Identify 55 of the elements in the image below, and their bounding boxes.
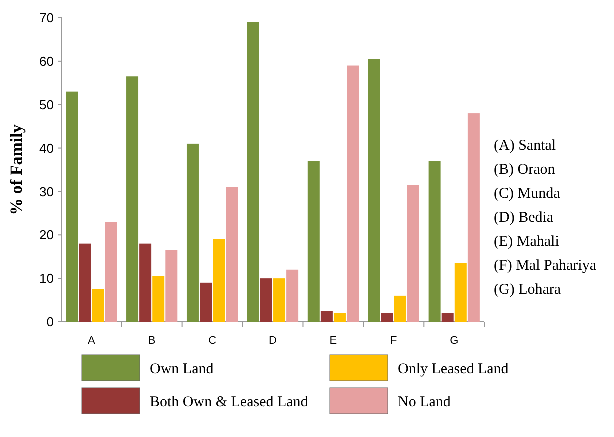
bar <box>347 66 360 322</box>
bar <box>152 276 165 322</box>
bar <box>381 313 394 322</box>
text: (C) Munda <box>494 186 561 202</box>
bar <box>213 239 226 322</box>
legend-label: Own Land <box>150 361 214 378</box>
bar <box>166 250 178 322</box>
legend-label: No Land <box>398 394 452 410</box>
bar <box>407 185 420 322</box>
y-axis-title: % of Family <box>7 124 26 216</box>
bar <box>468 114 480 322</box>
y-tick-label: 20 <box>40 228 54 243</box>
text: (E) Mahali <box>494 234 560 250</box>
bar <box>320 311 333 322</box>
bar <box>226 187 238 322</box>
bar <box>286 270 299 322</box>
bar <box>394 296 406 322</box>
text: (B) Oraon <box>494 162 556 178</box>
x-tick-label: G <box>450 335 459 347</box>
text: (G) Lohara <box>494 282 562 298</box>
x-tick-label: B <box>148 335 156 347</box>
y-tick-label: 50 <box>40 97 54 112</box>
bar <box>334 313 346 322</box>
y-tick-label: 60 <box>40 54 54 69</box>
bar <box>308 161 320 322</box>
legend-label: Only Leased Land <box>398 361 510 378</box>
y-tick-label: 40 <box>40 140 54 156</box>
bar <box>66 92 78 322</box>
x-tick-label: A <box>88 335 96 347</box>
bar <box>428 161 441 322</box>
bar <box>260 278 272 322</box>
bar <box>274 278 286 322</box>
y-tick-label: 10 <box>40 271 54 286</box>
x-tick-label: C <box>208 335 217 347</box>
bar <box>105 222 118 322</box>
text: (D) Bedia <box>494 210 554 226</box>
bar <box>186 144 199 322</box>
legend-label: Both Own & Leased Land <box>150 394 309 410</box>
bar <box>79 244 92 322</box>
bar <box>247 22 260 322</box>
text: (A) Santal <box>494 138 556 154</box>
bar <box>368 59 380 322</box>
bar <box>200 282 212 322</box>
bar <box>126 76 139 322</box>
text: (F) Mal Pahariya <box>494 258 597 274</box>
y-tick-label: 0 <box>46 314 54 330</box>
x-tick-label: E <box>330 335 338 347</box>
bar <box>140 244 152 322</box>
y-tick-label: 30 <box>40 184 54 200</box>
bar <box>454 263 467 322</box>
x-tick-label: D <box>269 335 278 347</box>
bar <box>92 289 104 322</box>
bar <box>442 313 454 322</box>
y-tick-label: 70 <box>40 10 54 26</box>
x-tick-label: F <box>390 335 398 347</box>
